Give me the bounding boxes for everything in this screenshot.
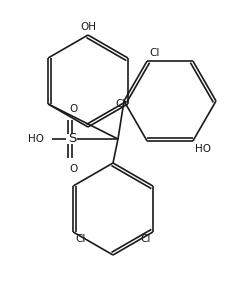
Text: Cl: Cl [149,48,159,58]
Text: S: S [68,132,76,146]
Text: HO: HO [28,134,44,144]
Text: Cl: Cl [140,234,151,244]
Text: Cl: Cl [115,99,126,109]
Text: O: O [69,164,77,174]
Text: Cl: Cl [75,234,86,244]
Text: HO: HO [195,144,211,154]
Text: OH: OH [80,22,96,32]
Text: O: O [69,104,77,114]
